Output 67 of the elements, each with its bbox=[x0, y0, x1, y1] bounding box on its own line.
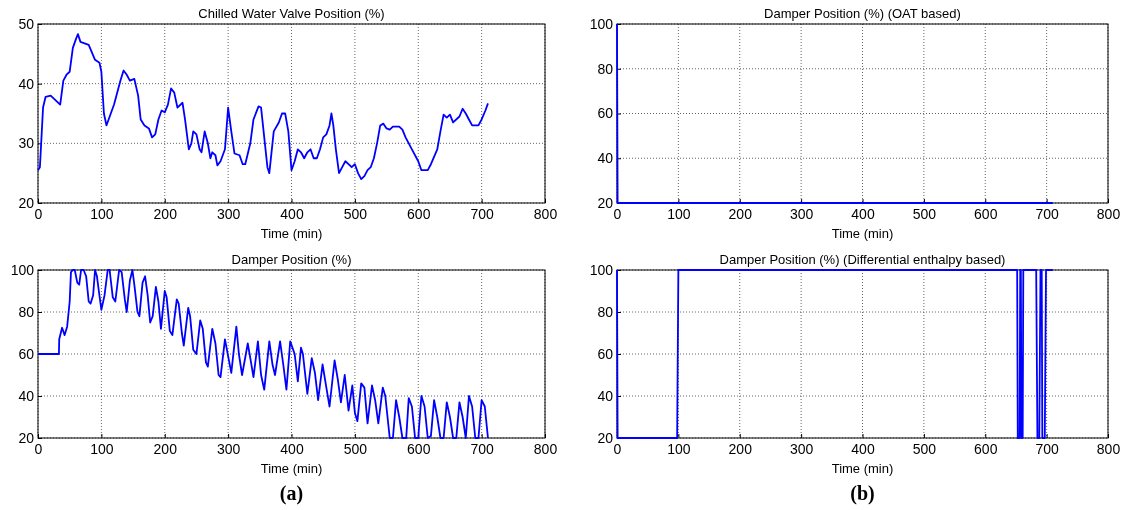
y-tick-label: 20 bbox=[18, 429, 35, 446]
x-tick-label: 600 bbox=[407, 205, 431, 222]
x-tick-label: 500 bbox=[912, 440, 937, 457]
y-tick-label: 40 bbox=[597, 150, 614, 167]
x-tick-label: 400 bbox=[280, 205, 304, 222]
x-tick-label: 500 bbox=[912, 205, 937, 222]
x-axis-title: Time (min) bbox=[831, 461, 894, 476]
y-tick-label: 60 bbox=[597, 345, 614, 362]
x-tick-label: 200 bbox=[153, 440, 178, 457]
x-tick-label: 200 bbox=[728, 440, 753, 457]
x-tick-label: 100 bbox=[667, 440, 691, 457]
chart-title: Damper Position (%) (OAT based) bbox=[764, 6, 961, 21]
x-tick-label: 300 bbox=[216, 205, 241, 222]
y-tick-label: 20 bbox=[18, 194, 35, 211]
x-tick-label: 300 bbox=[216, 440, 241, 457]
x-tick-label: 200 bbox=[728, 205, 753, 222]
y-tick-label: 40 bbox=[18, 75, 35, 92]
x-tick-label: 700 bbox=[1035, 205, 1060, 222]
x-tick-label: 0 bbox=[613, 440, 622, 457]
y-tick-label: 20 bbox=[597, 429, 614, 446]
x-tick-label: 400 bbox=[851, 205, 875, 222]
x-axis-title: Time (min) bbox=[260, 461, 323, 476]
x-tick-label: 700 bbox=[470, 205, 495, 222]
y-tick-label: 60 bbox=[18, 345, 35, 362]
chart-title: Damper Position (%) bbox=[231, 252, 352, 267]
x-tick-label: 0 bbox=[613, 205, 622, 222]
x-tick-label: 400 bbox=[280, 440, 304, 457]
x-tick-label: 700 bbox=[1035, 440, 1060, 457]
x-tick-label: 0 bbox=[34, 440, 43, 457]
text: (b) bbox=[850, 482, 875, 505]
y-tick-label: 50 bbox=[18, 15, 35, 32]
x-tick-label: 300 bbox=[789, 205, 814, 222]
x-tick-label: 600 bbox=[407, 440, 431, 457]
y-tick-label: 100 bbox=[10, 261, 35, 278]
x-tick-label: 600 bbox=[974, 205, 998, 222]
x-tick-label: 800 bbox=[1096, 205, 1121, 222]
y-tick-label: 40 bbox=[597, 387, 614, 404]
line-series bbox=[37, 269, 489, 439]
y-tick-label: 40 bbox=[18, 387, 35, 404]
y-tick-label: 100 bbox=[589, 261, 614, 278]
y-tick-label: 80 bbox=[18, 303, 35, 320]
chart-title: Damper Position (%) (Differential enthalpy based) bbox=[719, 252, 1006, 267]
x-tick-label: 500 bbox=[343, 440, 368, 457]
x-axis-title: Time (min) bbox=[260, 226, 323, 241]
x-tick-label: 0 bbox=[34, 205, 43, 222]
x-tick-label: 400 bbox=[851, 440, 875, 457]
text: (a) bbox=[279, 482, 304, 505]
y-tick-label: 80 bbox=[597, 60, 614, 77]
x-axis-title: Time (min) bbox=[831, 226, 894, 241]
y-tick-label: 100 bbox=[589, 15, 614, 32]
y-tick-label: 20 bbox=[597, 194, 614, 211]
y-tick-label: 30 bbox=[18, 135, 35, 152]
y-tick-label: 60 bbox=[597, 105, 614, 122]
x-tick-label: 100 bbox=[90, 440, 114, 457]
x-tick-label: 100 bbox=[90, 205, 114, 222]
x-tick-label: 800 bbox=[533, 205, 558, 222]
x-tick-label: 800 bbox=[1096, 440, 1121, 457]
line-series bbox=[37, 33, 489, 181]
x-tick-label: 600 bbox=[974, 440, 998, 457]
x-tick-label: 100 bbox=[667, 205, 691, 222]
y-tick-label: 80 bbox=[597, 303, 614, 320]
chart-title: Chilled Water Valve Position (%) bbox=[198, 6, 385, 21]
x-tick-label: 200 bbox=[153, 205, 178, 222]
x-tick-label: 800 bbox=[533, 440, 558, 457]
x-tick-label: 700 bbox=[470, 440, 495, 457]
x-tick-label: 300 bbox=[789, 440, 814, 457]
x-tick-label: 500 bbox=[343, 205, 368, 222]
